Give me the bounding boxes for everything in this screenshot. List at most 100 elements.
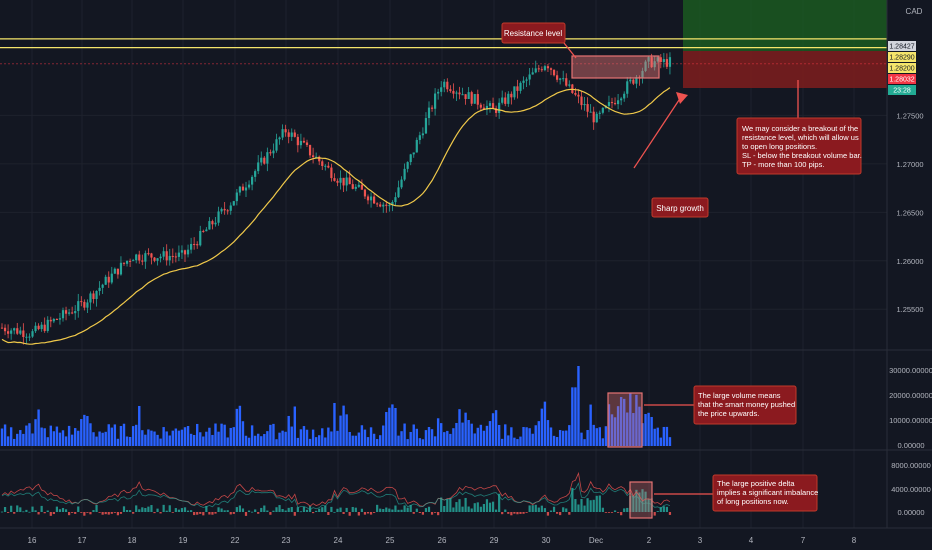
- volume-bar: [601, 438, 605, 446]
- candle-body: [281, 129, 284, 138]
- candle-body: [7, 331, 10, 334]
- candle-body: [58, 318, 62, 320]
- volume-bar: [159, 438, 162, 446]
- candle-body: [534, 68, 537, 73]
- delta-tick-label: 8000.00000: [891, 461, 931, 470]
- candle-body: [257, 162, 260, 172]
- volume-bar: [568, 425, 571, 446]
- delta-bar: [241, 508, 245, 512]
- delta-bar: [415, 508, 418, 512]
- volume-bar: [3, 424, 7, 446]
- candle-body: [415, 139, 418, 153]
- volume-bar: [598, 427, 601, 446]
- candle-body: [351, 184, 354, 189]
- volume-bar: [104, 431, 107, 446]
- candle-body: [214, 222, 217, 225]
- candle-body: [241, 186, 245, 191]
- candle-body: [458, 92, 461, 95]
- delta-bar: [19, 507, 22, 512]
- candle-body: [190, 243, 193, 250]
- candle-body: [40, 324, 43, 330]
- delta-bar: [55, 506, 58, 512]
- candle-body: [196, 244, 199, 246]
- candle-body: [626, 81, 629, 94]
- candle-body: [443, 81, 446, 88]
- candle-body: [19, 330, 22, 334]
- candle-body: [263, 157, 266, 164]
- candle-body: [345, 177, 348, 186]
- volume-bar: [613, 417, 617, 446]
- volume-bar: [278, 432, 281, 446]
- volume-bar: [141, 430, 144, 446]
- candle-body: [601, 107, 604, 113]
- candle-body: [467, 92, 470, 99]
- volume-bar: [513, 437, 516, 446]
- volume-bar: [168, 435, 171, 446]
- volume-bar: [360, 425, 364, 446]
- candle-body: [513, 86, 516, 98]
- candle-body: [455, 92, 458, 94]
- volume-bar: [19, 430, 22, 446]
- candle-body: [162, 251, 165, 257]
- delta-highlight-box: [629, 481, 653, 519]
- candle-body: [260, 157, 263, 163]
- candle-body: [437, 91, 440, 94]
- delta-bar: [190, 510, 193, 512]
- volume-bar: [189, 433, 193, 446]
- volume-bar: [479, 424, 483, 446]
- candle-body: [470, 92, 473, 104]
- delta-bar: [394, 505, 397, 512]
- candle-body: [217, 211, 220, 223]
- volume-bar: [382, 425, 385, 446]
- volume-bar: [223, 424, 226, 446]
- volume-bar: [107, 424, 110, 446]
- volume-bar: [507, 435, 510, 446]
- volume-bar: [330, 431, 333, 446]
- volume-bar: [562, 430, 565, 446]
- volume-bar: [470, 423, 473, 446]
- candle-body: [373, 196, 376, 204]
- candle-body: [312, 155, 315, 158]
- delta-bar: [251, 511, 254, 513]
- delta-bar: [568, 512, 571, 515]
- volume-bar: [296, 437, 300, 446]
- delta-bar: [336, 508, 339, 512]
- time-tick-label: 19: [179, 536, 188, 545]
- candle-body: [409, 154, 412, 163]
- delta-bar: [464, 497, 467, 512]
- delta-bar: [595, 495, 598, 512]
- delta-bar: [147, 506, 150, 512]
- delta-bar: [162, 504, 165, 512]
- volume-bar: [391, 404, 394, 446]
- delta-bar: [592, 499, 595, 512]
- delta-bar: [52, 512, 55, 515]
- volume-bar: [116, 438, 120, 446]
- candle-body: [449, 89, 452, 91]
- volume-bar: [220, 423, 223, 446]
- delta-signal-line-green: [1, 482, 671, 511]
- delta-bar: [174, 508, 177, 512]
- candle-body: [522, 80, 525, 83]
- candle-body: [559, 78, 562, 80]
- delta-bar: [434, 512, 437, 513]
- delta-bar: [10, 505, 13, 512]
- delta-bar: [665, 506, 668, 512]
- candle-body: [296, 136, 299, 146]
- candle-body: [327, 165, 330, 168]
- delta-bar: [376, 504, 379, 512]
- volume-bar: [494, 410, 498, 446]
- volume-highlight-box: [607, 392, 643, 448]
- price-tag: [888, 63, 916, 73]
- candle-body: [251, 176, 254, 185]
- volume-bar: [183, 427, 187, 446]
- delta-bar: [339, 507, 342, 512]
- candle-body: [0, 327, 4, 329]
- volume-bar: [482, 430, 486, 446]
- delta-bar: [196, 512, 199, 515]
- volume-bar: [333, 402, 336, 446]
- volume-bar: [543, 401, 547, 446]
- volume-bar: [37, 409, 40, 446]
- volume-bar: [415, 428, 418, 446]
- volume-tick-label: 30000.00000: [889, 366, 932, 375]
